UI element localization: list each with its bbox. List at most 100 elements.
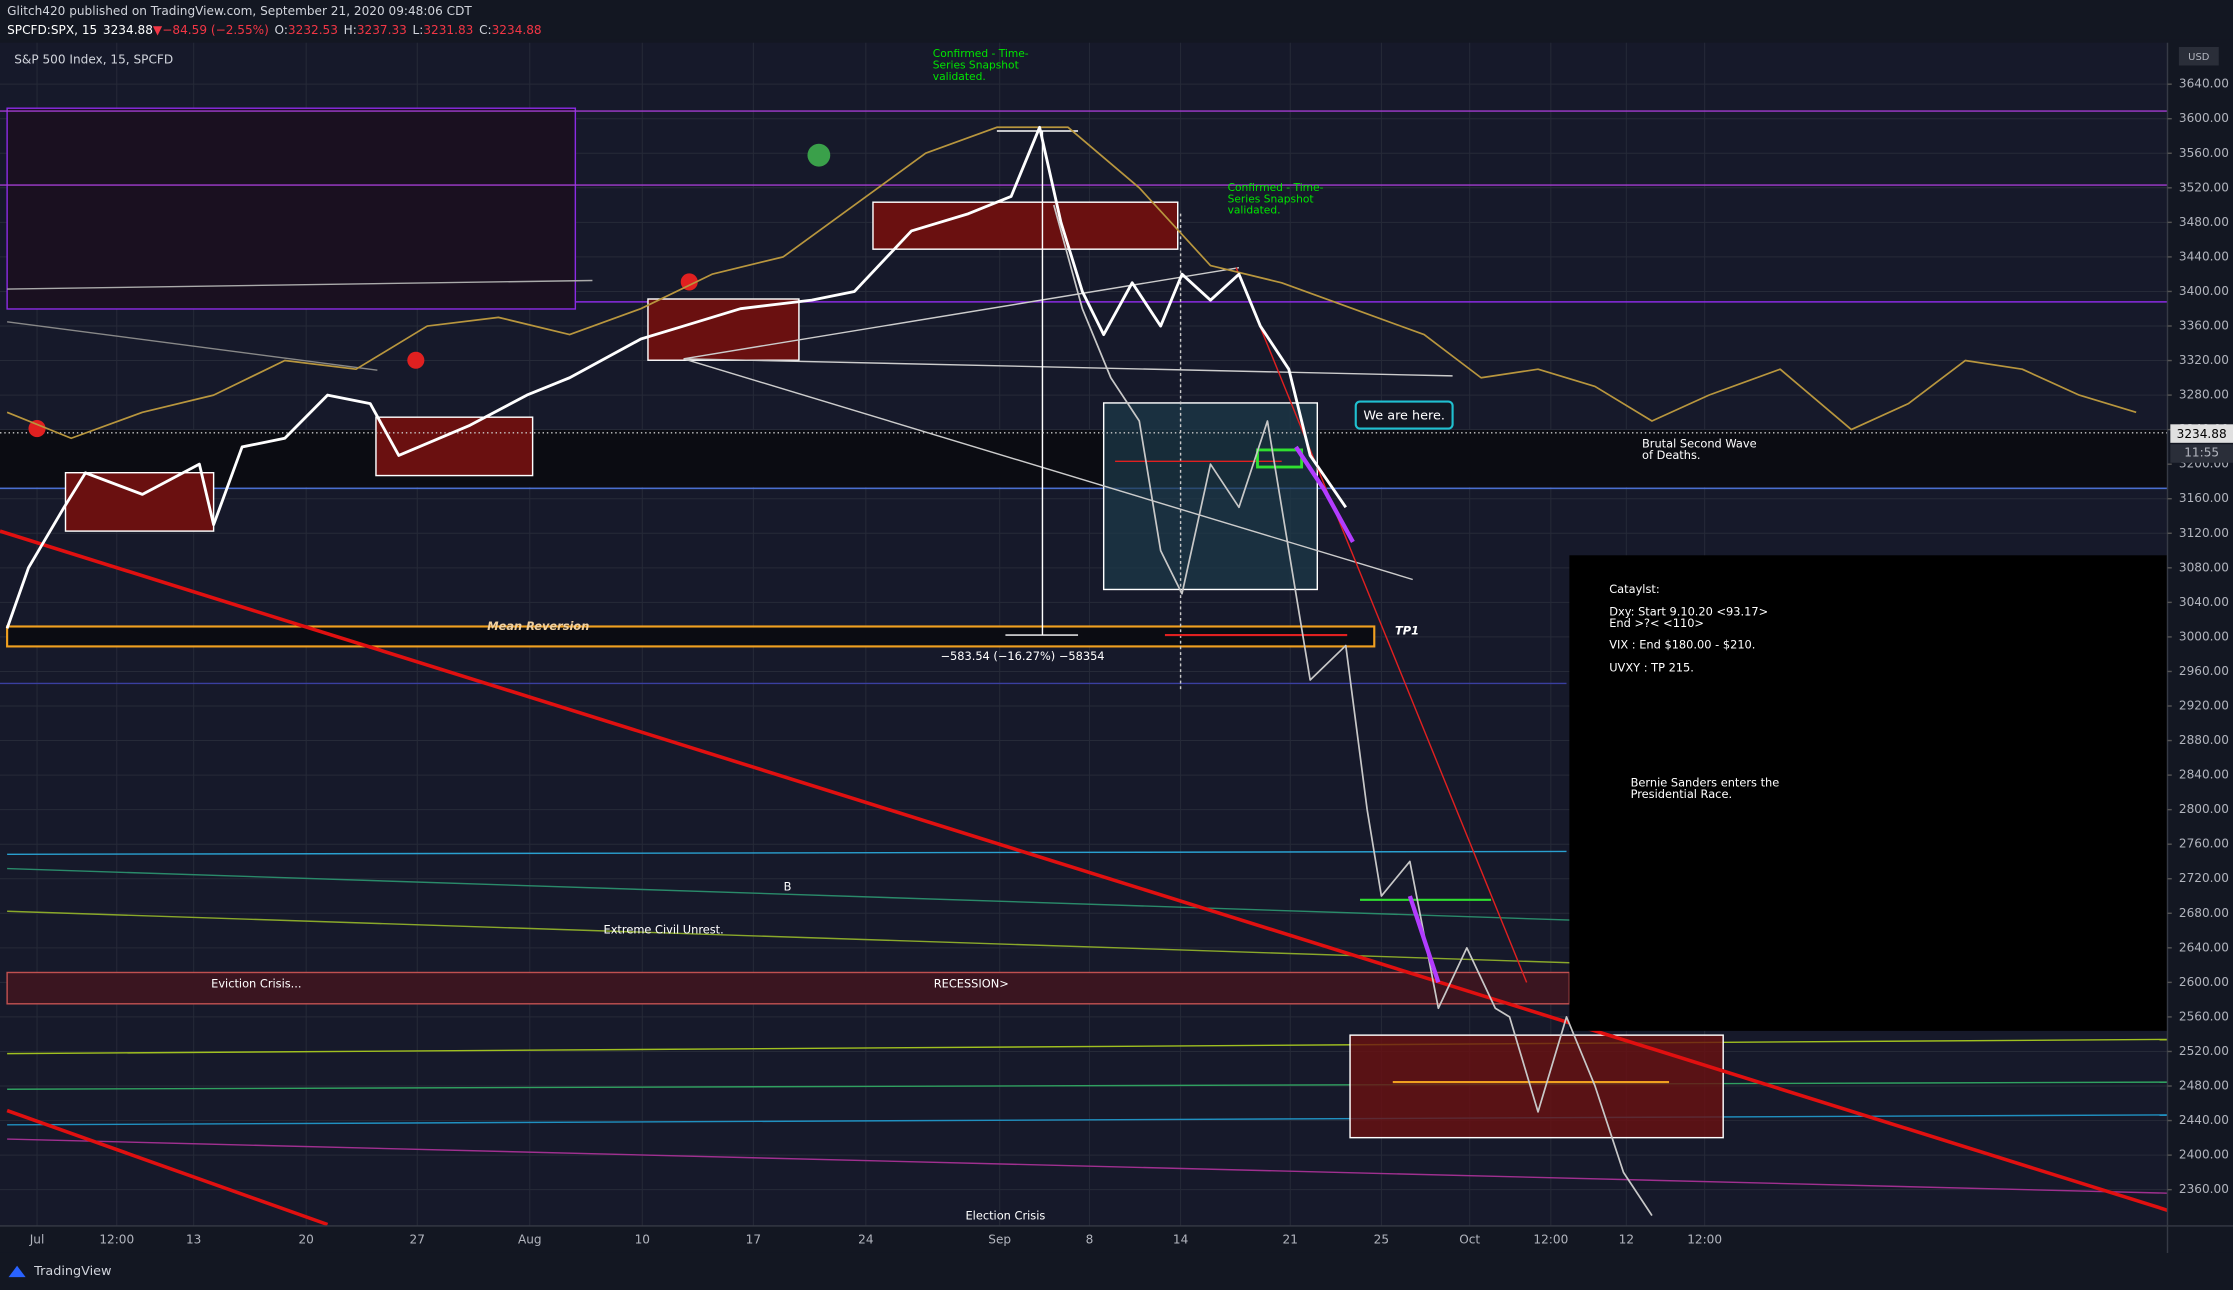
note-line: Dxy: Start 9.10.20 <93.17>	[1609, 605, 1768, 619]
mean-reversion	[6, 625, 1376, 648]
check-icon	[807, 143, 831, 167]
y-tick-label: 3560.00	[2179, 146, 2229, 160]
y-tick-label: 3120.00	[2179, 526, 2229, 540]
annotation: B	[784, 880, 792, 894]
annotations: Confirmed - Time- Series Snapshot valida…	[211, 47, 1779, 1222]
annotation: Extreme Civil Unrest.	[604, 922, 724, 936]
last-price: 3234.88	[2177, 427, 2227, 441]
trend-line	[0, 529, 2169, 1212]
box	[872, 201, 1179, 250]
y-tick-label: 3000.00	[2179, 629, 2229, 643]
currency: USD	[2188, 52, 2210, 63]
x-tick-label: 25	[1374, 1233, 1389, 1247]
quote-part: 3237.33	[357, 22, 407, 36]
annotation: of Deaths.	[1642, 448, 1701, 462]
note-line: Bernie Sanders enters the	[1631, 776, 1780, 790]
logo	[8, 1265, 26, 1278]
stop-icon	[680, 273, 698, 291]
annotation: Series Snapshot	[933, 58, 1019, 71]
annotation: Confirmed - Time-	[933, 47, 1029, 60]
x-tick-label: Sep	[988, 1233, 1011, 1247]
fan	[7, 1114, 2168, 1126]
ray	[683, 266, 1240, 360]
y-tick-label: 3280.00	[2179, 388, 2229, 402]
drawings	[0, 107, 2169, 1227]
y-tick-label: 2400.00	[2179, 1148, 2229, 1162]
annotation: We are here.	[1363, 408, 1445, 423]
price-line	[1053, 204, 1653, 1217]
y-tick-label: 3440.00	[2179, 249, 2229, 263]
y-tick-label: 2680.00	[2179, 906, 2229, 920]
y-tick-label: 3160.00	[2179, 491, 2229, 505]
band	[0, 430, 2168, 487]
price-line	[1294, 445, 1441, 983]
publisher: Glitch420 published on TradingView.com, …	[7, 4, 472, 18]
y-tick-label: 2800.00	[2179, 802, 2229, 816]
zone	[6, 971, 1571, 1005]
x-tick-label: 12:00	[1533, 1233, 1568, 1247]
y-tick-label: 2640.00	[2179, 940, 2229, 954]
quote-part: O:	[275, 22, 288, 36]
annotation: Election Crisis	[966, 1208, 1046, 1222]
y-tick-label: 2440.00	[2179, 1113, 2229, 1127]
box	[64, 472, 215, 532]
x-tick-label: 10	[635, 1233, 650, 1247]
x-tick-label: Oct	[1459, 1233, 1480, 1247]
y-tick-label: 2720.00	[2179, 871, 2229, 885]
price-line	[5, 125, 1347, 629]
price-tag	[2170, 424, 2233, 443]
x-tick-label: Jul	[29, 1233, 45, 1247]
callout	[1354, 400, 1454, 430]
annotation: TP1	[1395, 623, 1419, 637]
annotation: Series Snapshot	[1228, 192, 1314, 205]
quote-part: L:	[413, 22, 424, 36]
x-tick-label: 27	[410, 1233, 425, 1247]
x-tick-label: 13	[186, 1233, 201, 1247]
footer	[0, 1252, 2233, 1290]
x-tick-label: 21	[1283, 1233, 1298, 1247]
annotation: Confirmed - Time-	[1228, 181, 1324, 194]
currency-tag	[2178, 46, 2219, 66]
fan	[7, 1038, 2168, 1055]
annotation: Eviction Crisis...	[211, 976, 301, 990]
quote-part: H:	[344, 22, 357, 36]
y-tick-label: 2560.00	[2179, 1009, 2229, 1023]
quote-part: C:	[479, 22, 492, 36]
box	[1349, 1034, 1724, 1139]
quote: SPCFD:SPX, 15 3234.88▼−84.59 (−2.55%) O:32…	[7, 22, 542, 36]
x-tick-label: Aug	[518, 1233, 542, 1247]
y-tick-label: 2880.00	[2179, 733, 2229, 747]
annotation: Brutal Second Wave	[1642, 437, 1757, 451]
y-tick-label: 2960.00	[2179, 664, 2229, 678]
quote-part: −84.59 (−2.55%)	[162, 22, 269, 36]
quote-part: 3234.88	[492, 22, 542, 36]
time-tag	[2170, 444, 2233, 463]
x-tick-label: 20	[298, 1233, 313, 1247]
quote-part: SPCFD:SPX, 15	[7, 22, 97, 36]
y-tick-label: 2520.00	[2179, 1044, 2229, 1058]
y-tick-label: 3400.00	[2179, 284, 2229, 298]
fan	[7, 1081, 2168, 1090]
y-tick-label: 3080.00	[2179, 560, 2229, 574]
annotation: validated.	[933, 70, 986, 83]
series	[5, 125, 2137, 1217]
header-bg	[0, 0, 2233, 40]
quote-part: ▼	[153, 22, 163, 36]
y-tick-label: 2360.00	[2179, 1182, 2229, 1196]
symbol: S&P 500 Index, 15, SPCFD	[14, 52, 173, 66]
ray	[683, 358, 1453, 377]
y-tick-label: 2600.00	[2179, 975, 2229, 989]
x-tick-label: 12:00	[99, 1233, 134, 1247]
note-line: End >?< <110>	[1609, 616, 1704, 630]
quote-part: 3234.88	[103, 22, 153, 36]
ray	[7, 279, 593, 290]
level	[7, 850, 1567, 856]
brand: TradingView	[33, 1264, 111, 1279]
y-tick-label: 3600.00	[2179, 111, 2229, 125]
note-box	[1569, 555, 2168, 1031]
box	[375, 416, 534, 477]
y-tick-label: 3640.00	[2179, 77, 2229, 91]
price-line	[6, 126, 2137, 440]
